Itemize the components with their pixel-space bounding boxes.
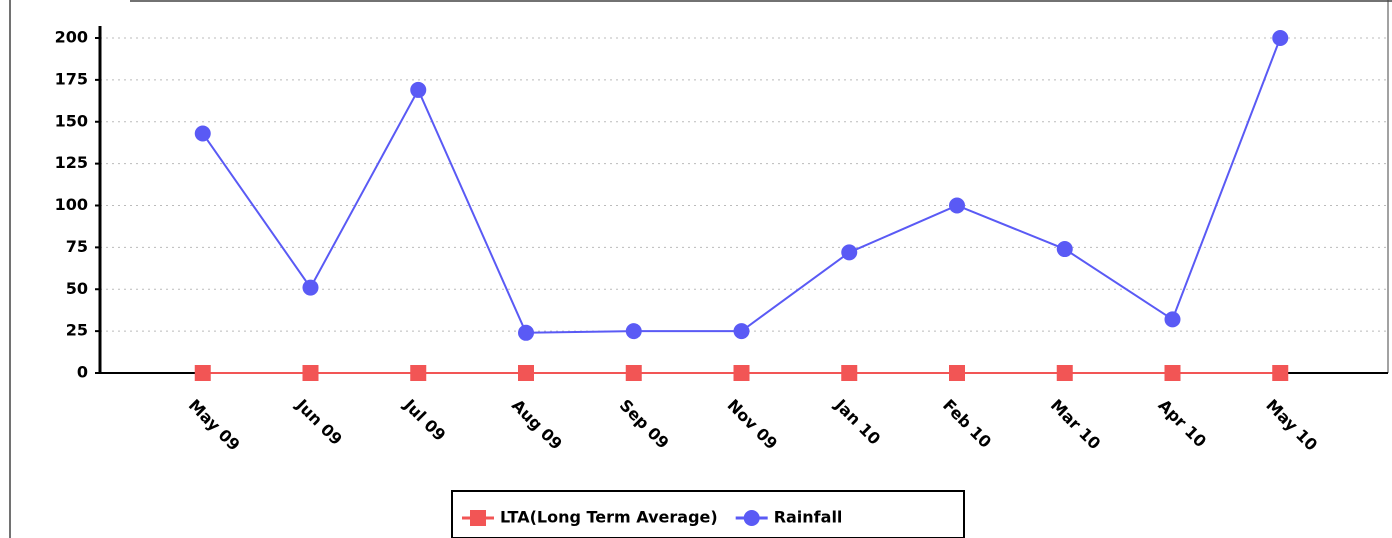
lta-marker [1056, 365, 1073, 381]
lta-marker [625, 365, 642, 381]
y-tick-label: 150 [55, 111, 88, 130]
series-line [201, 37, 1282, 334]
y-tick-label: 125 [55, 153, 88, 172]
legend: LTA(Long Term Average) Rainfall [451, 490, 965, 538]
x-tick-label: Apr 10 [1154, 396, 1210, 452]
y-tick-label: 25 [66, 321, 88, 340]
lta-marker [518, 365, 534, 381]
legend-marker [743, 510, 760, 526]
x-tick-label: Nov 09 [723, 396, 781, 454]
x-tick-label: Feb 10 [939, 396, 995, 452]
rainfall-marker [302, 279, 319, 296]
y-tick-label: 75 [66, 237, 88, 256]
lta-marker [1272, 365, 1289, 381]
x-tick-label: May 10 [1262, 396, 1321, 455]
legend-label: Rainfall [774, 508, 843, 527]
lta-marker [949, 365, 965, 381]
x-tick-label: Jun 09 [292, 395, 346, 449]
x-tick-label: Sep 09 [616, 396, 673, 453]
x-tick-label: Mar 10 [1047, 396, 1105, 454]
rainfall-marker [1056, 241, 1073, 258]
rainfall-marker [518, 324, 534, 341]
lta-marker [841, 365, 858, 381]
lta-marker [733, 365, 750, 381]
rainfall-marker [410, 81, 427, 98]
x-tick-label: Aug 09 [508, 396, 566, 454]
rainfall-marker [841, 244, 858, 261]
lta-marker [410, 365, 427, 381]
x-tick-label: Jul 09 [400, 395, 450, 445]
lta-marker [1164, 365, 1181, 381]
y-tick-label: 0 [77, 363, 88, 382]
x-tick-label: May 09 [185, 396, 244, 455]
lta-marker [302, 365, 319, 381]
rainfall-marker [1164, 311, 1181, 328]
legend-label: LTA(Long Term Average) [500, 508, 718, 527]
y-tick-label: 175 [55, 69, 88, 88]
rainfall-marker [625, 323, 642, 340]
y-tick-label: 50 [66, 279, 88, 298]
rainfall-marker [1272, 30, 1289, 46]
rainfall-marker [733, 323, 750, 340]
rainfall-marker [949, 197, 965, 214]
y-tick-label: 100 [55, 195, 88, 214]
lta-marker [194, 365, 211, 381]
y-tick-label: 200 [55, 28, 88, 47]
x-tick-label: Jan 10 [831, 395, 885, 449]
legend-marker [470, 510, 486, 526]
legend-box [451, 490, 965, 538]
rainfall-marker [194, 125, 211, 142]
